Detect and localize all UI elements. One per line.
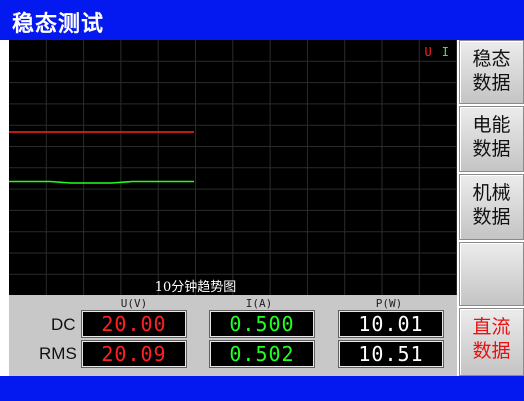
dc-current-value: 0.500 bbox=[209, 310, 315, 338]
steady-data-button[interactable]: 稳态 数据 bbox=[459, 40, 524, 104]
header-p: P(W) bbox=[375, 297, 403, 310]
legend-u: U bbox=[424, 45, 432, 59]
dc-data-label-2: 数据 bbox=[472, 340, 511, 362]
empty-button[interactable] bbox=[459, 242, 524, 306]
chart-caption: 10分钟趋势图 bbox=[154, 280, 237, 295]
header-i: I(A) bbox=[245, 297, 273, 310]
dc-data-button[interactable]: 直流 数据 bbox=[459, 308, 524, 376]
rms-label: RMS bbox=[39, 344, 77, 363]
series-line-i bbox=[9, 180, 194, 184]
steady-data-label-2: 数据 bbox=[472, 72, 511, 94]
rms-current-value: 0.502 bbox=[209, 340, 315, 368]
mechanical-data-label-2: 数据 bbox=[472, 206, 511, 228]
chart-lines bbox=[9, 131, 194, 184]
rms-voltage-value: 20.09 bbox=[81, 340, 187, 368]
dc-voltage-value: 20.00 bbox=[81, 310, 187, 338]
dc-power-value: 10.01 bbox=[338, 310, 444, 338]
header-u: U(V) bbox=[120, 297, 148, 310]
readings-panel: U(V) I(A) P(W) DC 20.00 0.500 10.01 RMS … bbox=[9, 295, 457, 376]
energy-data-label-1: 电能 bbox=[472, 114, 511, 136]
chart-grid bbox=[9, 40, 457, 295]
energy-data-button[interactable]: 电能 数据 bbox=[459, 106, 524, 172]
dc-label: DC bbox=[51, 315, 76, 334]
mechanical-data-label-1: 机械 bbox=[472, 182, 511, 204]
title-bar: 稳态测试 bbox=[0, 0, 524, 40]
status-bar bbox=[0, 376, 524, 401]
steady-data-label-1: 稳态 bbox=[472, 48, 511, 70]
energy-data-label-2: 数据 bbox=[472, 138, 511, 160]
mechanical-data-button[interactable]: 机械 数据 bbox=[459, 174, 524, 240]
trend-chart bbox=[9, 40, 457, 295]
legend-i: I bbox=[441, 45, 449, 59]
dc-data-label-1: 直流 bbox=[472, 316, 511, 338]
window-title: 稳态测试 bbox=[12, 12, 105, 37]
rms-power-value: 10.51 bbox=[338, 340, 444, 368]
